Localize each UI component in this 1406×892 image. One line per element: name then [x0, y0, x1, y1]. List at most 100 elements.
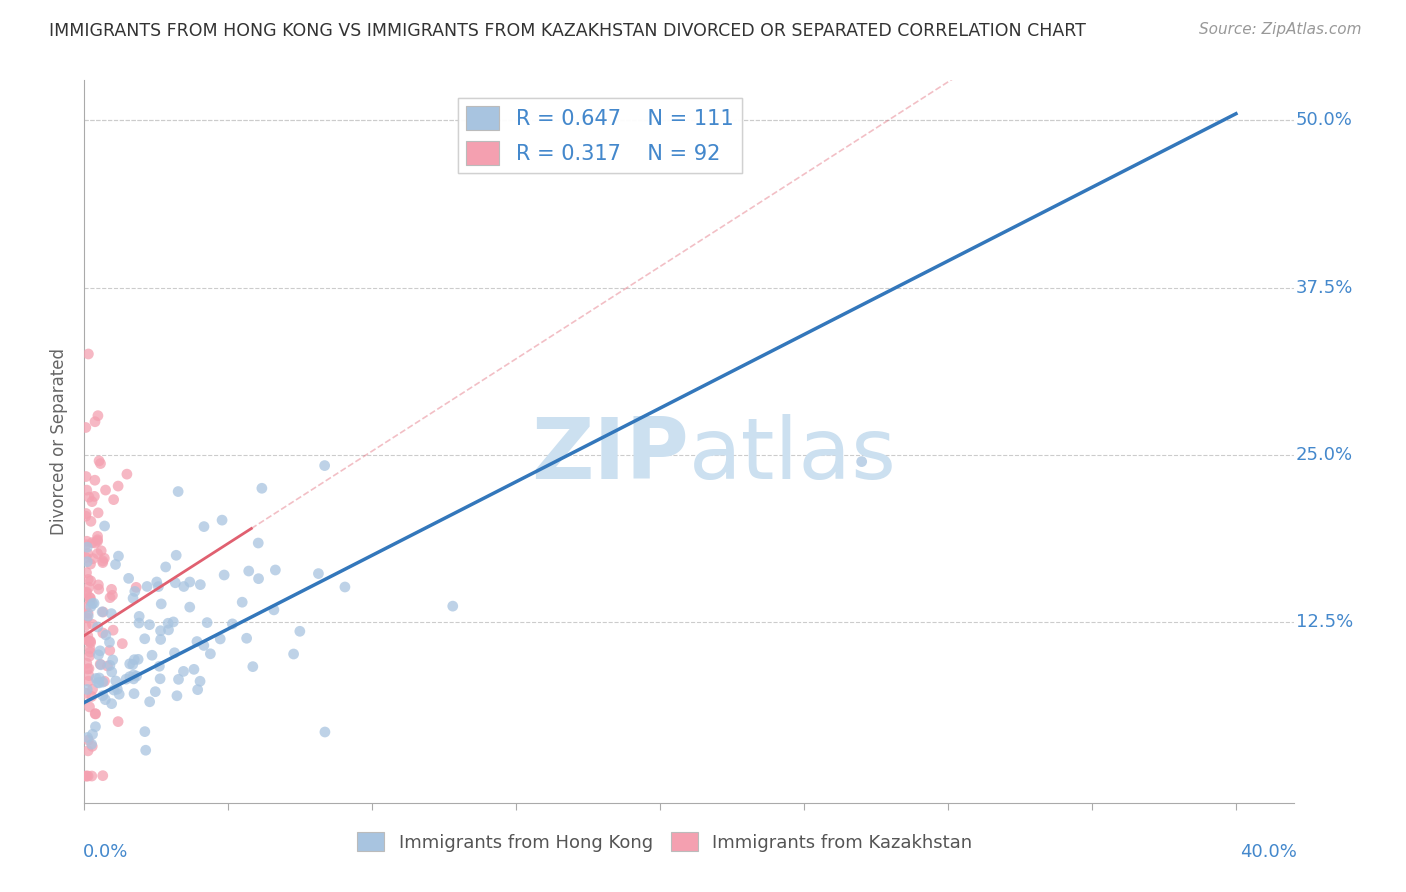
Point [77, 744, 100, 758]
Point [82, 727, 104, 741]
Point [333, 580, 356, 594]
Point [101, 588, 124, 602]
Point [104, 558, 127, 572]
Point [100, 607, 122, 621]
Point [108, 687, 131, 701]
Point [314, 725, 336, 739]
Point [162, 615, 184, 629]
Text: 0.0%: 0.0% [83, 843, 128, 861]
Point [91, 605, 114, 619]
Point [209, 632, 232, 646]
Point [87, 409, 110, 423]
Point [186, 634, 208, 648]
Point [145, 574, 167, 589]
Point [89, 457, 111, 471]
Point [93, 551, 115, 566]
Point [118, 657, 141, 671]
Point [148, 580, 170, 594]
Point [98, 591, 121, 605]
Point [173, 580, 195, 594]
Point [143, 684, 166, 698]
Point [77, 634, 100, 648]
Point [77, 769, 100, 783]
Point [250, 481, 273, 495]
Point [79, 591, 101, 606]
Point [76, 769, 98, 783]
Point [75, 507, 97, 521]
Point [77, 649, 100, 664]
Point [76, 555, 98, 569]
Point [79, 557, 101, 571]
Point [84, 672, 107, 686]
Point [167, 673, 190, 687]
Point [117, 571, 139, 585]
Point [183, 662, 205, 676]
Point [87, 676, 110, 690]
Point [77, 609, 100, 624]
Y-axis label: Divorced or Separated: Divorced or Separated [51, 348, 69, 535]
Point [100, 697, 122, 711]
Point [103, 683, 125, 698]
Point [195, 615, 218, 630]
Point [91, 769, 114, 783]
Point [122, 591, 145, 606]
Point [80, 690, 103, 704]
Point [188, 577, 211, 591]
Point [179, 600, 201, 615]
Point [138, 617, 160, 632]
Point [122, 687, 145, 701]
Point [90, 543, 112, 558]
Point [76, 534, 98, 549]
Point [166, 689, 188, 703]
Point [79, 634, 101, 648]
Point [76, 682, 98, 697]
Point [77, 668, 100, 682]
Point [165, 549, 187, 563]
Text: atlas: atlas [689, 415, 897, 498]
Point [75, 550, 97, 565]
Point [107, 479, 129, 493]
Point [238, 564, 260, 578]
Point [80, 494, 103, 508]
Point [122, 668, 145, 682]
Point [125, 580, 148, 594]
Point [91, 556, 114, 570]
Point [84, 706, 107, 721]
Point [127, 652, 149, 666]
Point [235, 632, 257, 646]
Point [211, 513, 233, 527]
Point [124, 584, 146, 599]
Point [76, 566, 98, 580]
Point [93, 519, 115, 533]
Point [84, 720, 107, 734]
Point [77, 347, 100, 361]
Point [98, 643, 121, 657]
Point [167, 484, 190, 499]
Point [200, 647, 222, 661]
Legend: R = 0.647    N = 111, R = 0.317    N = 92: R = 0.647 N = 111, R = 0.317 N = 92 [457, 98, 742, 173]
Point [91, 626, 114, 640]
Point [75, 586, 97, 600]
Point [851, 455, 873, 469]
Point [87, 675, 110, 690]
Point [288, 624, 311, 639]
Point [82, 617, 104, 632]
Point [107, 549, 129, 563]
Point [75, 509, 97, 524]
Point [80, 769, 103, 783]
Point [86, 620, 108, 634]
Point [94, 692, 117, 706]
Point [94, 483, 117, 497]
Point [136, 579, 159, 593]
Point [77, 573, 100, 587]
Point [77, 662, 100, 676]
Point [104, 673, 127, 688]
Point [157, 623, 180, 637]
Point [75, 632, 97, 647]
Point [76, 585, 98, 599]
Text: Source: ZipAtlas.com: Source: ZipAtlas.com [1198, 22, 1361, 37]
Point [86, 547, 108, 561]
Point [111, 637, 134, 651]
Point [75, 618, 97, 632]
Point [221, 616, 243, 631]
